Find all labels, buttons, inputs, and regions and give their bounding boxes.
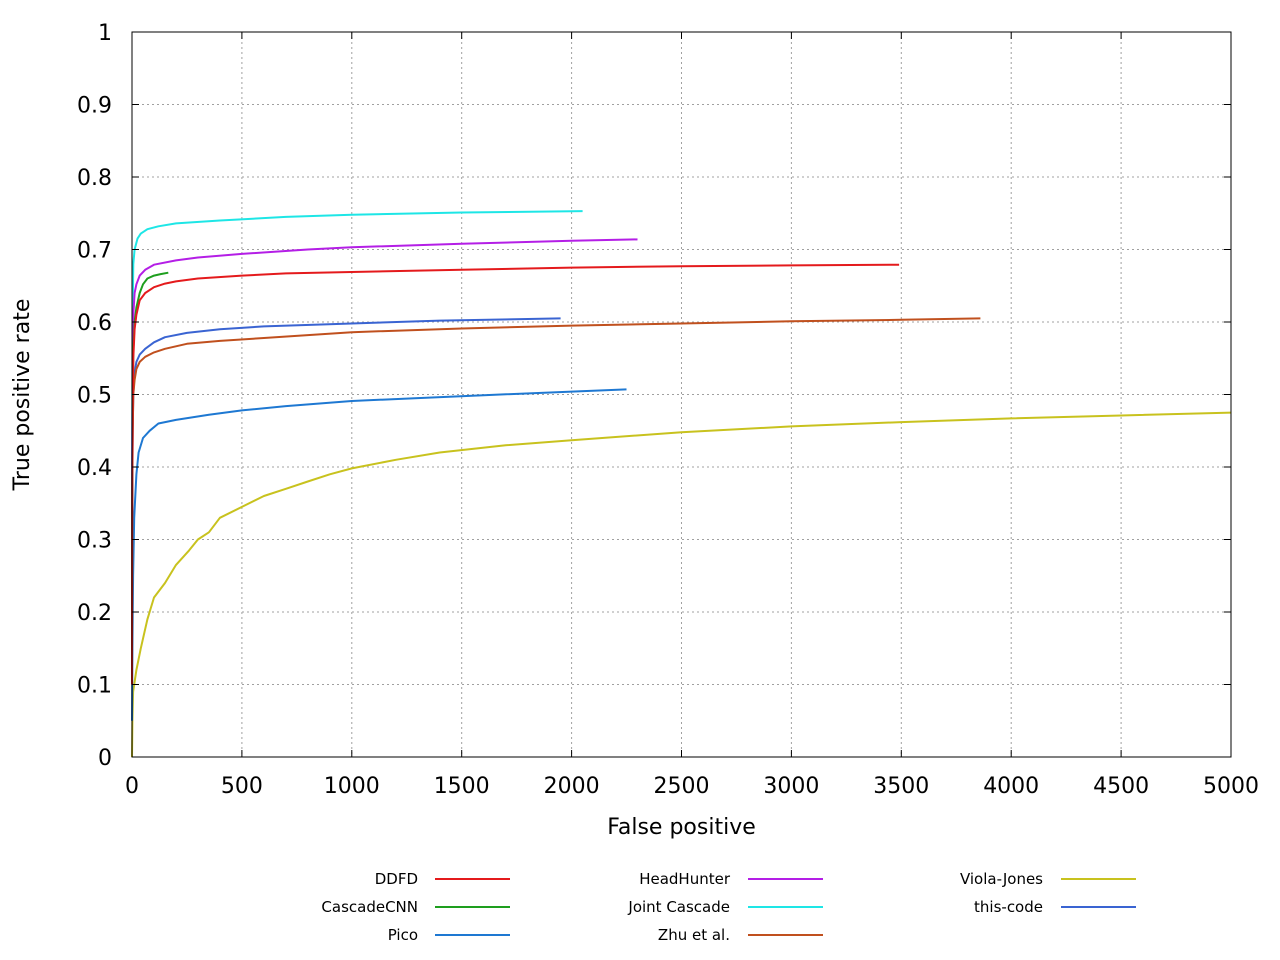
- x-tick-label: 3000: [763, 774, 819, 799]
- x-tick-label: 2000: [544, 774, 600, 799]
- legend-item-pico: Pico: [388, 926, 510, 944]
- x-tick-label: 2500: [654, 774, 710, 799]
- legend-item-joint-cascade: Joint Cascade: [627, 898, 823, 916]
- legend-label: HeadHunter: [639, 870, 731, 888]
- x-tick-label: 1500: [434, 774, 490, 799]
- legend-label: Joint Cascade: [627, 898, 730, 916]
- x-tick-label: 4500: [1093, 774, 1149, 799]
- x-axis-ticks: 0 500 1000 1500 2000 2500 3000 3500 4000 4500 5000: [125, 32, 1259, 799]
- legend-item-headhunter: HeadHunter: [639, 870, 823, 888]
- y-tick-label: 0: [98, 746, 112, 771]
- series-line-joint-cascade: [131, 210, 583, 671]
- legend-label: DDFD: [375, 870, 418, 888]
- legend-label: Pico: [388, 926, 418, 944]
- x-tick-label: 500: [221, 774, 263, 799]
- legend-label: Zhu et al.: [658, 926, 730, 944]
- series-line-this-code: [131, 317, 561, 685]
- legend-item-cascadecnn: CascadeCNN: [321, 898, 510, 916]
- legend-item-zhu-et-al: Zhu et al.: [658, 926, 823, 944]
- y-tick-label: 0.6: [77, 311, 112, 336]
- y-axis-label: True positive rate: [10, 299, 35, 492]
- x-tick-label: 1000: [324, 774, 380, 799]
- series-line-pico: [131, 388, 627, 721]
- grid: [132, 32, 1231, 757]
- legend-label: this-code: [974, 898, 1043, 916]
- x-tick-label: 4000: [983, 774, 1039, 799]
- y-tick-label: 1: [98, 21, 112, 46]
- x-tick-label: 0: [125, 774, 139, 799]
- y-tick-label: 0.7: [77, 239, 112, 264]
- series-line-cascadecnn: [131, 271, 169, 685]
- y-axis-ticks: 0 0.1 0.2 0.3 0.4 0.5 0.6 0.7 0.8 0.9 1: [77, 21, 1231, 771]
- series-layer: [131, 210, 1232, 758]
- series-line-viola-jones: [131, 411, 1232, 758]
- y-tick-label: 0.5: [77, 384, 112, 409]
- y-tick-label: 0.2: [77, 601, 112, 626]
- legend-label: CascadeCNN: [321, 898, 418, 916]
- legend-item-this-code: this-code: [974, 898, 1136, 916]
- y-tick-label: 0.8: [77, 166, 112, 191]
- y-tick-label: 0.3: [77, 529, 112, 554]
- legend-item-viola-jones: Viola-Jones: [960, 870, 1136, 888]
- legend-label: Viola-Jones: [960, 870, 1043, 888]
- y-tick-label: 0.9: [77, 94, 112, 119]
- legend: DDFD CascadeCNN Pico HeadHunter Joint Cascad…: [321, 870, 1136, 944]
- legend-item-ddfd: DDFD: [375, 870, 510, 888]
- y-tick-label: 0.4: [77, 456, 112, 481]
- series-line-ddfd: [131, 263, 900, 685]
- x-axis-label: False positive: [607, 815, 756, 840]
- x-tick-label: 5000: [1203, 774, 1259, 799]
- x-tick-label: 3500: [873, 774, 929, 799]
- series-line-zhu-et-al: [131, 317, 981, 685]
- series-line-headhunter: [131, 238, 638, 671]
- y-tick-label: 0.1: [77, 674, 112, 699]
